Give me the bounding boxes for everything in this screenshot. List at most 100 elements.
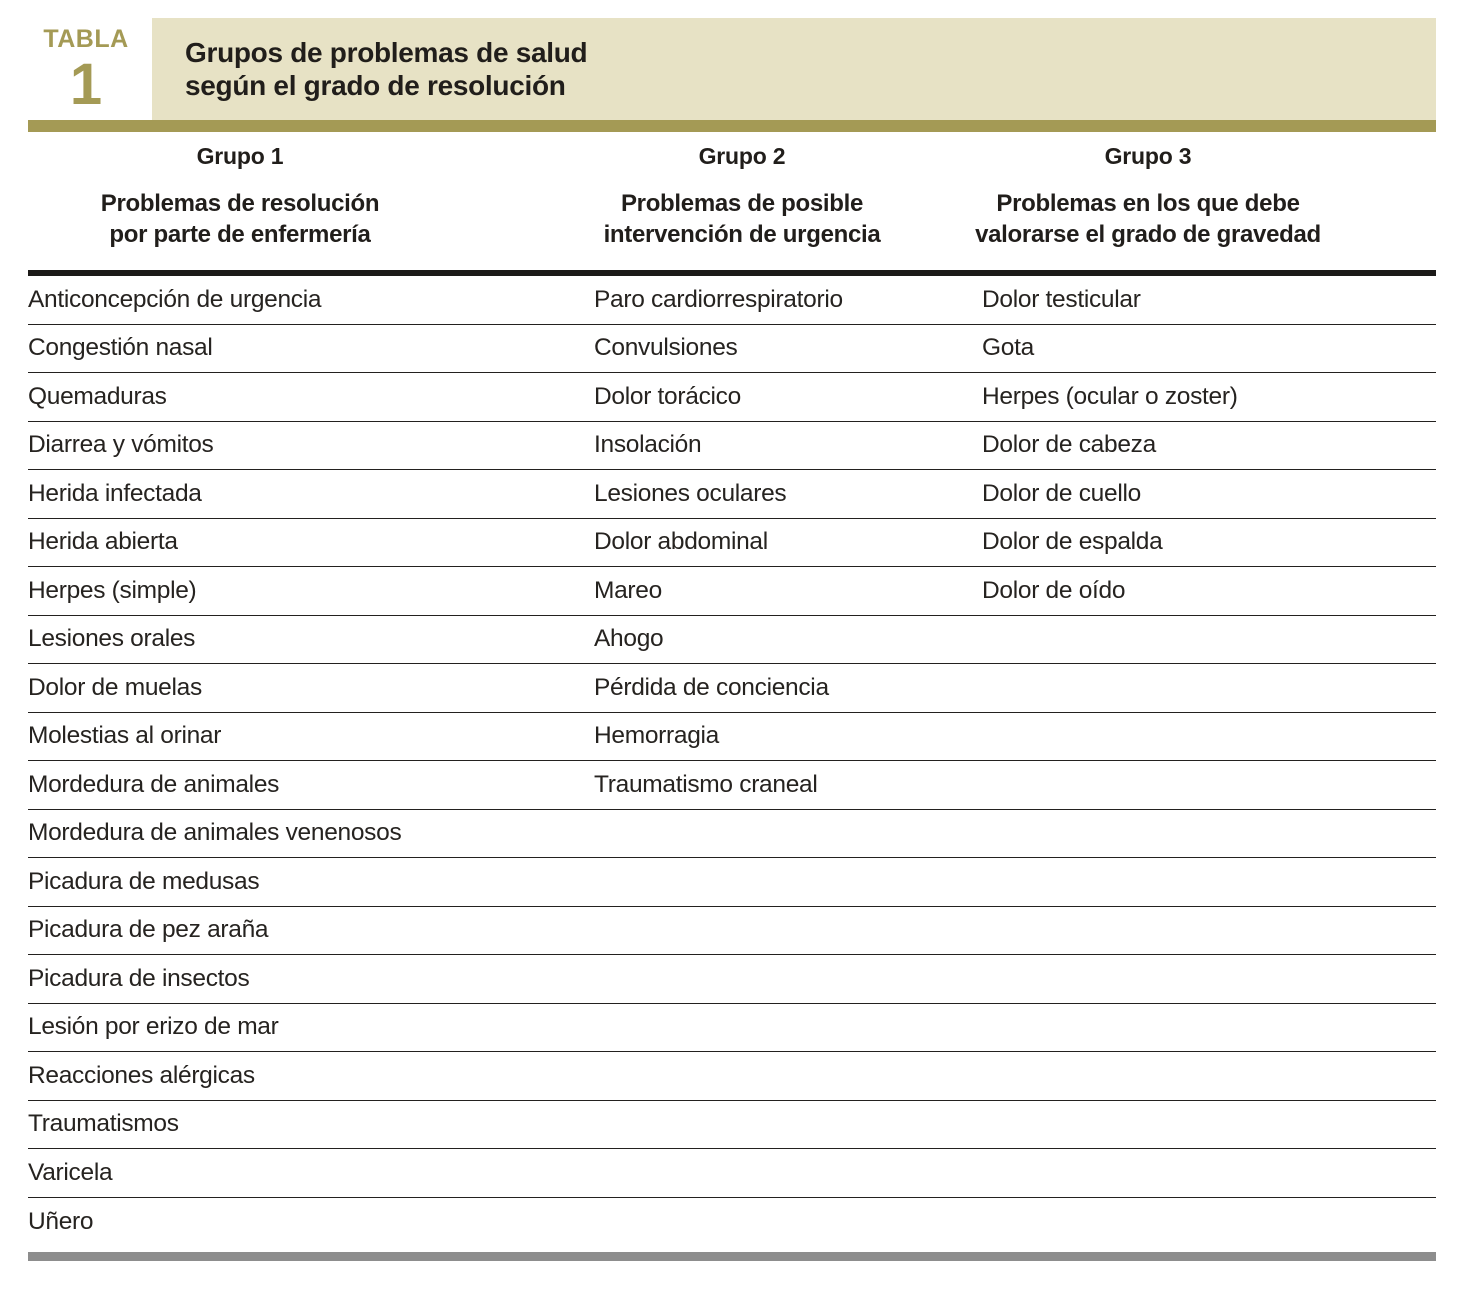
table-cell: Herida infectada [28,479,202,507]
table-cell [982,1149,1436,1197]
table-cell [594,1149,982,1197]
group-2-subtitle: Problemas de posible intervención de urg… [512,188,972,250]
table-cell: Ahogo [594,625,664,653]
table-label-number: 1 [69,51,103,117]
group-header-3: Grupo 3 Problemas en los que debe valora… [918,143,1378,250]
table-cell [982,810,1436,858]
table-cell: Pérdida de conciencia [594,673,829,701]
group-header-1: Grupo 1 Problemas de resolución por part… [10,143,470,250]
table-cell: Dolor de cuello [982,479,1141,507]
table-cell: Picadura de pez araña [28,916,269,944]
table-cell: Dolor de cabeza [982,431,1156,459]
table-title-line1: Grupos de problemas de salud [185,37,588,68]
table-cell: Mordedura de animales venenosos [28,819,402,847]
table-cell [594,1198,982,1247]
table-cell [594,810,982,858]
table-cell: Dolor torácico [594,382,741,410]
table-number-label: TABLA 1 [38,25,134,117]
table-cell: Insolación [594,431,702,459]
table-row: Picadura de insectos [28,955,1436,1004]
table-row: Diarrea y vómitos Insolación Dolor de cabe… [28,422,1436,470]
group-3-subtitle-line2: valorarse el grado de gravedad [975,221,1321,248]
table-bottom-bar [28,1252,1436,1261]
table-cell: Traumatismo craneal [594,770,818,798]
group-3-subtitle: Problemas en los que debe valorarse el g… [918,188,1378,250]
table-cell: Convulsiones [594,334,738,362]
table-cell: Mareo [594,576,662,604]
table-cell: Reacciones alérgicas [28,1061,255,1089]
group-2-subtitle-line1: Problemas de posible [620,190,864,217]
table-cell: Herpes (simple) [28,576,197,604]
table-row: Mordedura de animales Traumatismo craneal [28,761,1436,810]
group-1-name: Grupo 1 [196,143,284,169]
table-row: Congestión nasal Convulsiones Gota [28,325,1436,373]
table-row: Picadura de pez araña [28,907,1436,955]
table-cell: Dolor testicular [982,285,1141,313]
table-cell: Quemaduras [28,382,167,410]
table-row: Mordedura de animales venenosos [28,810,1436,858]
table-row: Herida infectada Lesiones oculares Dolor d… [28,470,1436,519]
table-cell: Picadura de medusas [28,867,260,895]
table-cell: Lesión por erizo de mar [28,1013,279,1041]
table-row: Lesión por erizo de mar [28,1004,1436,1052]
table-row: Herida abierta Dolor abdominal Dolor de es… [28,519,1436,567]
table-cell: Herpes (ocular o zoster) [982,382,1238,410]
group-1-subtitle-line1: Problemas de resolución [100,190,380,217]
table-cell: Mordedura de animales [28,770,280,798]
table-cell [594,1101,982,1149]
table-cell [982,907,1436,955]
table-cell [982,1004,1436,1052]
group-3-name: Grupo 3 [1104,143,1192,169]
table-row: Traumatismos [28,1101,1436,1149]
table-cell [982,1198,1436,1247]
table-cell: Molestias al orinar [28,722,222,750]
table-cell [982,664,1436,712]
table-cell: Diarrea y vómitos [28,431,214,459]
table-row: Picadura de medusas [28,858,1436,907]
table-cell: Dolor abdominal [594,528,768,556]
group-1-subtitle-line2: por parte de enfermería [109,221,371,248]
table-cell: Picadura de insectos [28,964,250,992]
table-cell [594,858,982,906]
group-2-name: Grupo 2 [698,143,786,169]
table-label-word: TABLA [43,25,129,53]
table-cell [982,858,1436,906]
table-cell: Congestión nasal [28,334,213,362]
header-divider-rule [28,270,1436,276]
table-row: Dolor de muelas Pérdida de conciencia [28,664,1436,713]
table-cell: Dolor de muelas [28,673,202,701]
group-3-subtitle-line1: Problemas en los que debe [996,190,1300,217]
table-cell: Hemorragia [594,722,719,750]
table-row: Varicela [28,1149,1436,1198]
table-cell: Dolor de oído [982,576,1126,604]
table-row: Herpes (simple) Mareo Dolor de oído [28,567,1436,616]
table-row: Lesiones orales Ahogo [28,616,1436,664]
table-title-line2: según el grado de resolución [185,70,566,101]
header-accent-bar [28,120,1436,132]
table-cell [982,955,1436,1003]
group-1-subtitle: Problemas de resolución por parte de enf… [10,188,470,250]
table-cell [982,761,1436,809]
table-cell: Herida abierta [28,528,178,556]
table-cell: Lesiones orales [28,625,196,653]
table-body: Anticoncepción de urgencia Paro cardiorre… [28,276,1436,1246]
table-cell [594,1004,982,1052]
table-cell: Lesiones oculares [594,479,787,507]
table-row: Anticoncepción de urgencia Paro cardiorre… [28,276,1436,325]
table-row: Molestias al orinar Hemorragia [28,713,1436,761]
table-cell [982,616,1436,664]
table-cell: Varicela [28,1158,113,1186]
group-2-subtitle-line2: intervención de urgencia [603,221,881,248]
table-cell [982,713,1436,761]
table-row: Reacciones alérgicas [28,1052,1436,1101]
group-header-2: Grupo 2 Problemas de posible intervenció… [512,143,972,250]
table-cell: Anticoncepción de urgencia [28,285,322,313]
table-cell: Uñero [28,1207,94,1235]
table-cell: Gota [982,334,1034,362]
table-cell [594,1052,982,1100]
table-row: Uñero [28,1198,1436,1247]
table-cell [982,1101,1436,1149]
table-cell: Paro cardiorrespiratorio [594,285,843,313]
table-cell [594,907,982,955]
